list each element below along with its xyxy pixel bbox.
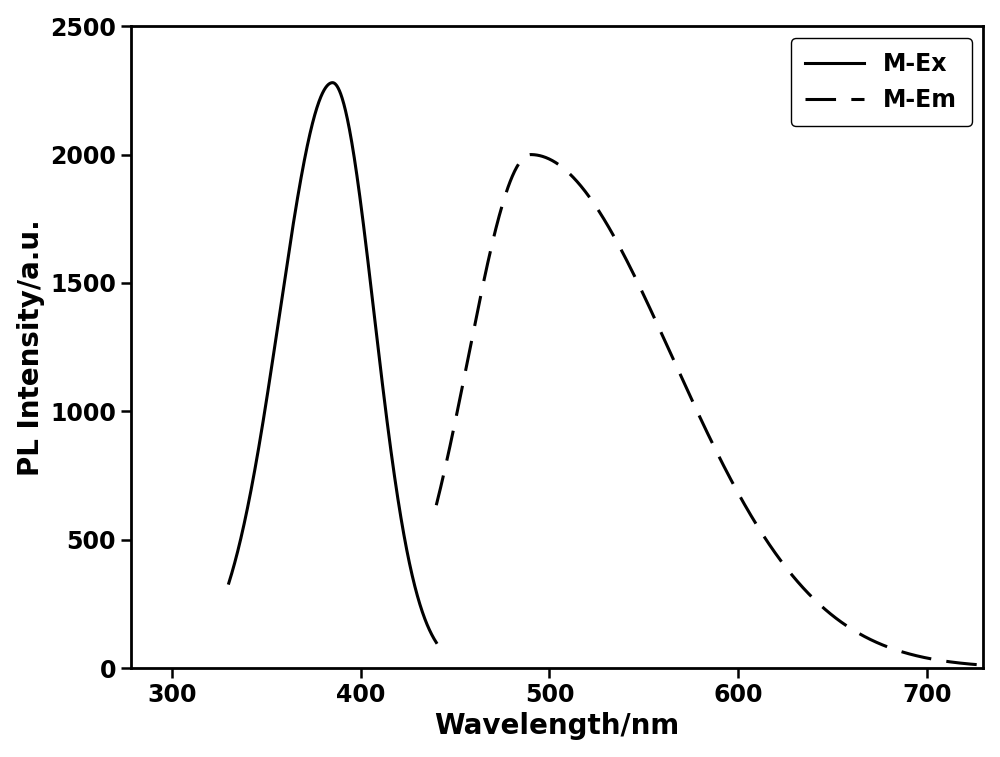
M-Ex: [314, 94, 326, 103]
M-Em: [524, 150, 536, 159]
M-Ex: [365, 287, 377, 296]
M-Ex: [244, 491, 256, 500]
Legend: M-Ex, M-Em: M-Ex, M-Em: [791, 38, 972, 126]
M-Ex: [223, 578, 235, 587]
Line: M-Ex: M-Ex: [229, 83, 436, 643]
Line: M-Em: M-Em: [436, 154, 983, 665]
Y-axis label: PL Intensity/a.u.: PL Intensity/a.u.: [17, 219, 45, 475]
M-Em: [867, 637, 879, 646]
M-Ex: [389, 472, 401, 481]
M-Ex: [385, 445, 397, 454]
X-axis label: Wavelength/nm: Wavelength/nm: [434, 712, 680, 740]
M-Ex: [307, 118, 319, 127]
M-Em: [806, 593, 818, 602]
M-Em: [977, 661, 989, 670]
M-Ex: [430, 638, 442, 647]
M-Em: [652, 322, 664, 331]
M-Em: [486, 239, 498, 248]
M-Em: [857, 631, 869, 640]
M-Ex: [326, 78, 338, 87]
M-Em: [430, 500, 442, 509]
M-Em: [672, 365, 684, 374]
